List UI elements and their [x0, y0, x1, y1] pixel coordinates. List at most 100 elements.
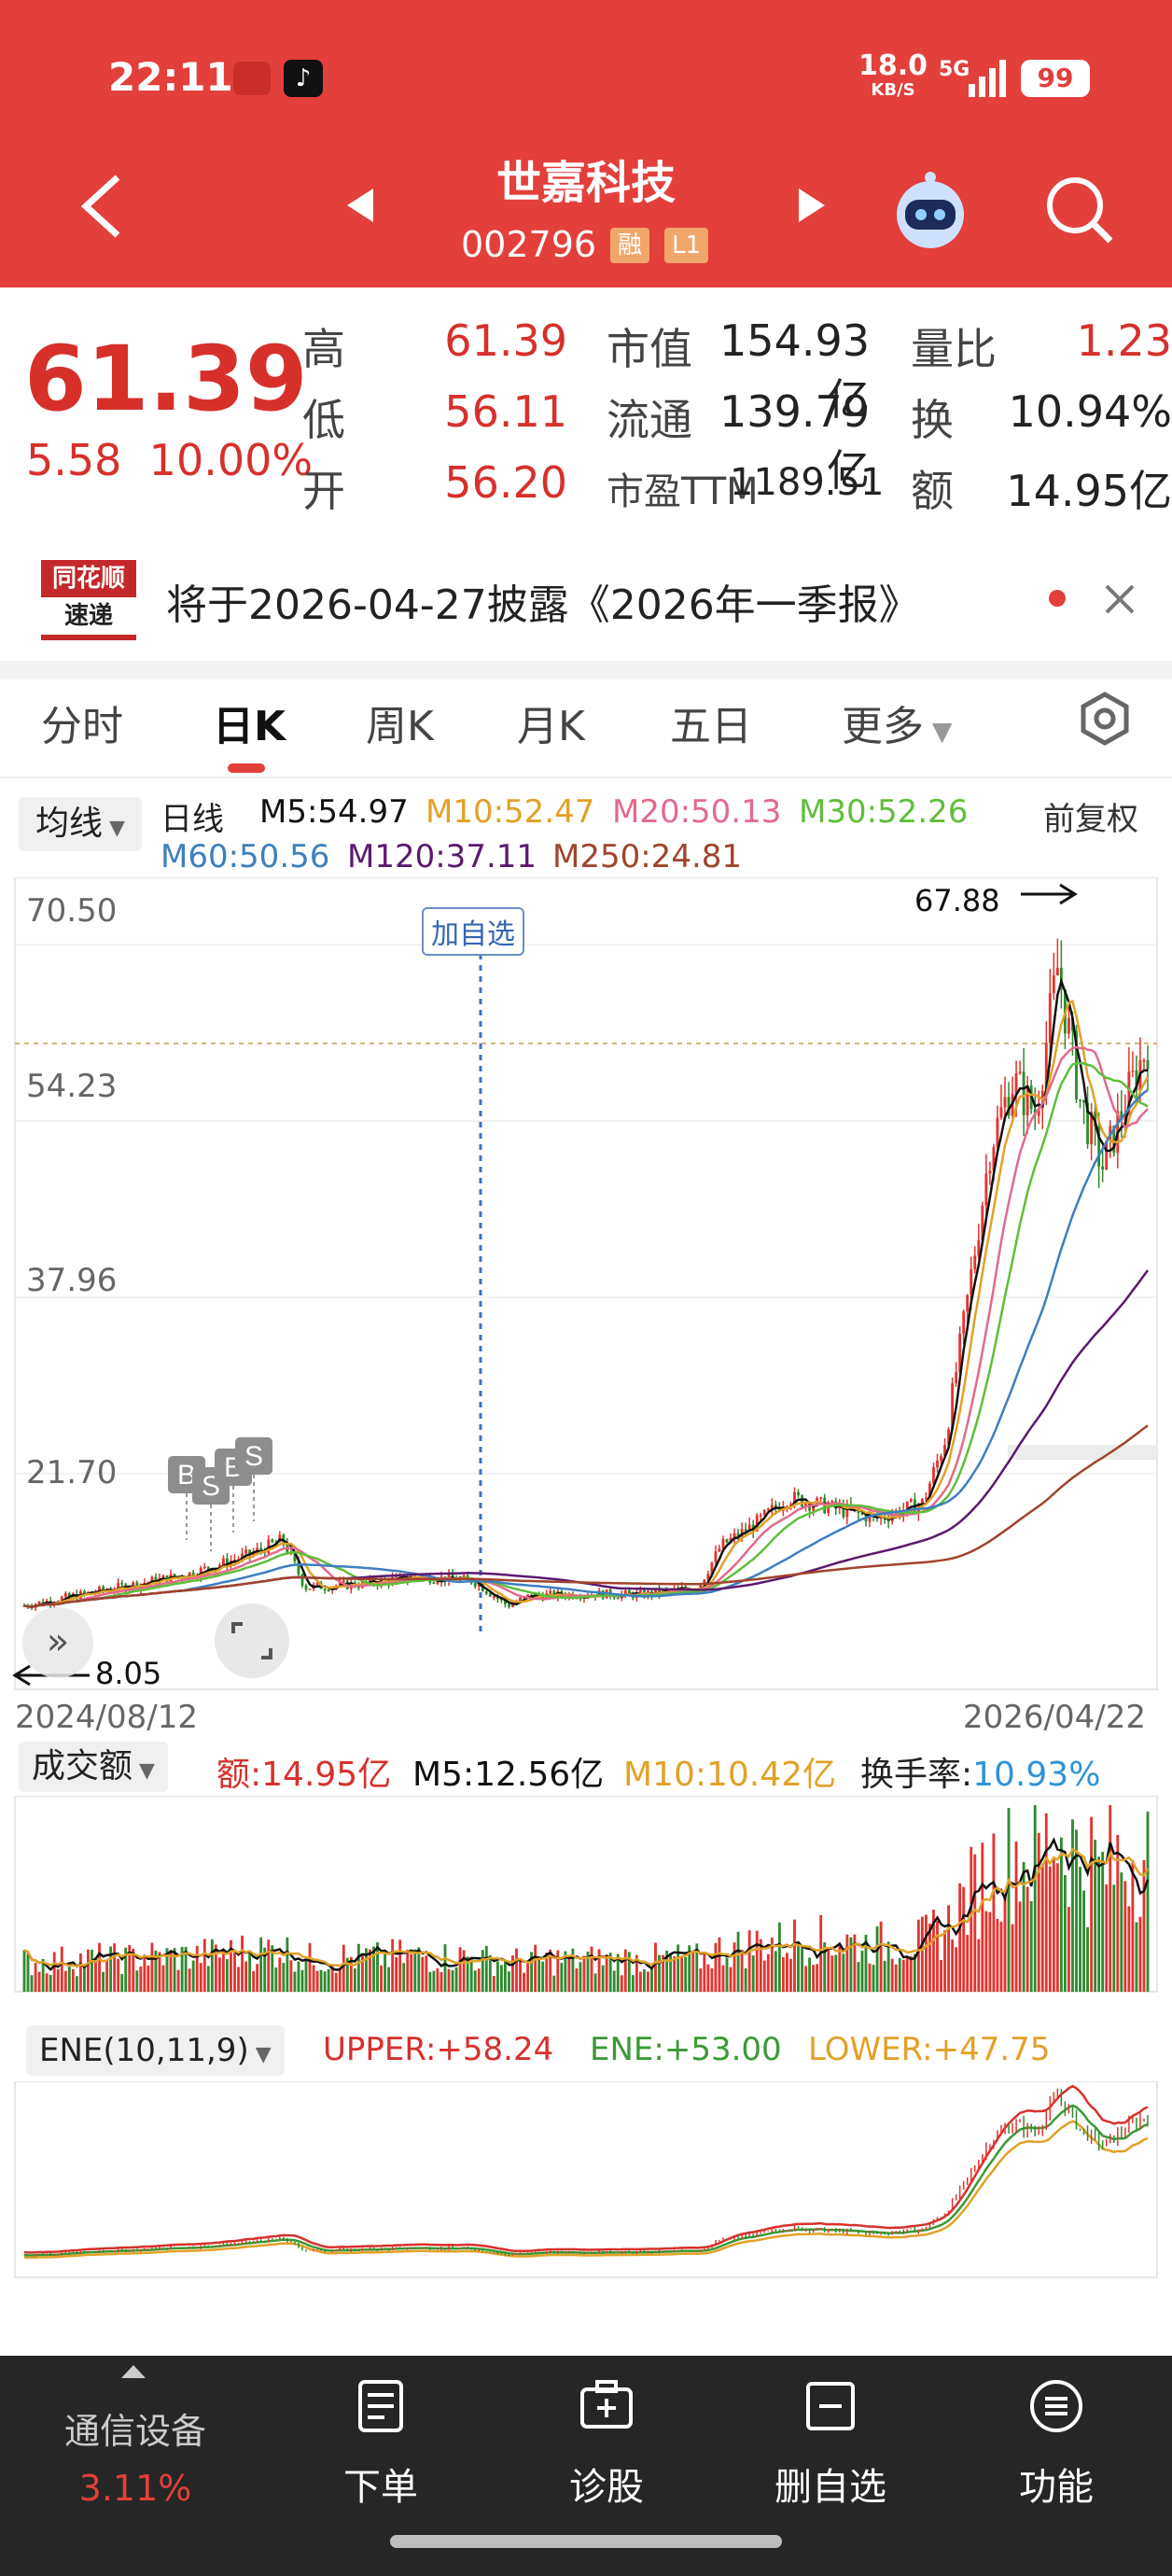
volume-bar [395, 1956, 398, 1992]
candle-body [838, 1505, 842, 1509]
volume-ratio-value: 1.23 [1076, 315, 1172, 366]
functions-button[interactable]: 功能 [963, 2378, 1150, 2511]
tab-monthly-k[interactable]: 月K [517, 703, 585, 750]
order-button[interactable]: 下单 [287, 2378, 474, 2511]
tab-weekly-k[interactable]: 周K [366, 703, 434, 750]
volume-bar [943, 1930, 946, 1992]
volume-bar [920, 1916, 924, 1992]
candle-body [63, 1593, 67, 1597]
candle-body [473, 1583, 477, 1587]
candle-body [797, 1491, 800, 1496]
notice-text[interactable]: 将于2026-04-27披露《2026年一季报》 [166, 581, 920, 629]
robot-assistant-icon[interactable] [888, 168, 972, 252]
chevron-up-icon[interactable] [119, 2363, 147, 2380]
volume-bar [766, 1953, 770, 1992]
volume-bar [947, 1905, 951, 1992]
volume-bar [161, 1965, 165, 1992]
fullscreen-icon [261, 1648, 272, 1659]
tab-daily-k[interactable]: 日K [213, 703, 286, 750]
turnover-value: 10.94% [1008, 386, 1172, 437]
notification-icon [233, 62, 271, 95]
candle-body [481, 1584, 484, 1592]
volume-bar [699, 1967, 703, 1992]
candle-body [1007, 1097, 1011, 1116]
mcap-value: 154.93亿 [719, 315, 870, 425]
open-value: 56.20 [444, 457, 567, 508]
volume-bar [751, 1955, 755, 1992]
adjust-mode[interactable]: 前复权 [1043, 801, 1138, 838]
candle-body [508, 1603, 510, 1607]
volume-bar [360, 1953, 364, 1992]
tab-more[interactable]: 更多 ▼ [842, 703, 953, 750]
volume-bar [601, 1965, 605, 1992]
remove-watchlist-button[interactable]: 删自选 [737, 2378, 924, 2511]
ma20-label: M20:50.13 [612, 793, 782, 831]
candle-body [37, 1601, 41, 1604]
volume-bar [808, 1957, 812, 1992]
y-tick: 54.23 [26, 1068, 118, 1105]
notice-banner[interactable] [0, 539, 1172, 661]
candle-body [718, 1548, 721, 1552]
signal-5g: 5G [939, 58, 970, 81]
diagnose-button[interactable]: 诊股 [513, 2378, 700, 2511]
candle-body [744, 1529, 747, 1532]
close-icon[interactable] [1103, 582, 1137, 616]
float-label: 流通 [607, 395, 692, 445]
ene-chart[interactable] [0, 2081, 1172, 2283]
volume-bar [282, 1963, 286, 1992]
volume-selector[interactable]: 成交额 ▼ [19, 1742, 168, 1792]
volume-bar [725, 1957, 729, 1992]
level-tag: L1 [664, 228, 709, 263]
ene-selector[interactable]: ENE(10,11,9) ▼ [26, 2025, 285, 2076]
volume-bar [928, 1924, 931, 1992]
ma-selector[interactable]: 均线 ▼ [19, 797, 142, 851]
tab-five-day[interactable]: 五日 [670, 703, 752, 750]
volume-bar [274, 1967, 278, 1992]
volume-bar [1071, 1819, 1074, 1992]
volume-bar [372, 1946, 375, 1992]
candle-body [492, 1596, 495, 1599]
volume-bar [560, 1963, 564, 1992]
volume-bar [1029, 1900, 1033, 1992]
candle-body [1135, 1070, 1138, 1091]
diagnose-label: 诊股 [569, 2466, 644, 2509]
volume-bar [827, 1948, 830, 1992]
volume-chart[interactable] [0, 1796, 1172, 2001]
signal-label: S [244, 1441, 263, 1472]
volume-bar [864, 1935, 868, 1992]
volume-bar [1037, 1832, 1040, 1992]
volume-bar [454, 1967, 458, 1992]
high-value: 61.39 [444, 315, 567, 366]
add-watchlist-tag[interactable]: 加自选 [422, 907, 524, 956]
search-icon[interactable] [1041, 172, 1116, 246]
volume-bar [673, 1955, 677, 1992]
candle-body [740, 1529, 744, 1537]
volume-bar [1055, 1863, 1059, 1992]
volume-bar [345, 1957, 349, 1992]
zone-band [1008, 1445, 1157, 1460]
volume-bar [545, 1953, 549, 1992]
volume-bar [729, 1967, 732, 1992]
candle-body [992, 1147, 996, 1171]
next-stock-icon[interactable] [795, 187, 827, 224]
tiktok-icon: ♪ [284, 60, 323, 97]
candle-body [1112, 1126, 1116, 1154]
volume-bar [627, 1952, 631, 1992]
candle-body [947, 1429, 951, 1446]
tab-intraday[interactable]: 分时 [41, 703, 123, 750]
candle-body [977, 1239, 981, 1256]
volume-bar [1067, 1907, 1070, 1992]
volume-bar [999, 1921, 1003, 1992]
prev-stock-icon[interactable] [345, 187, 377, 224]
candle-body [244, 1549, 248, 1554]
volume-bar [376, 1942, 379, 1992]
candle-body [477, 1584, 481, 1587]
volume-bar [1146, 1812, 1150, 1992]
sector-name[interactable]: 通信设备 [63, 2411, 206, 2452]
period-label: 日线 [160, 801, 224, 838]
volume-bar [913, 1953, 916, 1992]
back-arrow-icon[interactable] [78, 174, 125, 239]
kline-chart[interactable]: B SB S» [0, 877, 1172, 1811]
volume-bar [781, 1957, 785, 1992]
settings-icon[interactable] [1077, 691, 1133, 747]
